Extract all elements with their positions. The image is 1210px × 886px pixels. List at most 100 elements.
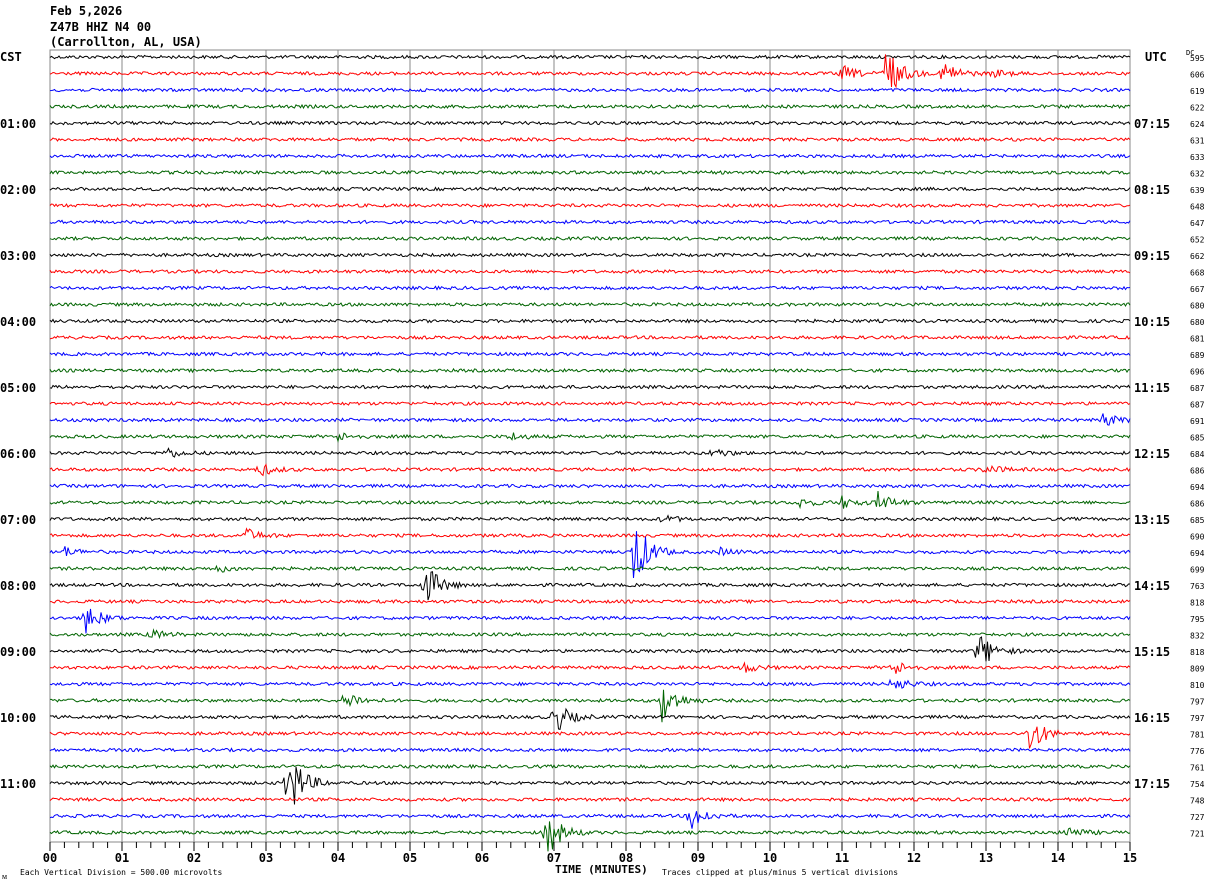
dc-offset-label: 690 <box>1190 533 1205 542</box>
x-tick-label: 08 <box>619 851 633 865</box>
seismic-trace <box>49 268 1131 275</box>
dc-offset-label: 763 <box>1190 582 1205 591</box>
seismic-trace <box>49 87 1131 93</box>
seismic-trace <box>49 367 1131 374</box>
seismic-trace <box>49 103 1131 110</box>
seismic-trace <box>49 766 1131 805</box>
dc-offset-label: 595 <box>1190 54 1205 63</box>
clip-note: Traces clipped at plus/minus 5 vertical … <box>662 868 899 877</box>
seismic-trace <box>49 678 1131 689</box>
dc-offset-label: 652 <box>1190 236 1205 245</box>
scale-note: Each Vertical Division = 500.00 microvol… <box>20 868 223 877</box>
dc-offset-label: 639 <box>1190 186 1205 195</box>
dc-offset-label: 727 <box>1190 813 1205 822</box>
dc-offset-label: 631 <box>1190 137 1205 146</box>
dc-offset-label: 662 <box>1190 252 1205 261</box>
location-label: (Carrollton, AL, USA) <box>50 35 202 49</box>
x-tick-label: 00 <box>43 851 57 865</box>
utc-hour-label: 12:15 <box>1134 447 1170 461</box>
seismic-trace <box>49 413 1131 426</box>
dc-offset-label: 809 <box>1190 665 1205 674</box>
dc-offset-label: 689 <box>1190 351 1205 360</box>
utc-hour-label: 10:15 <box>1134 315 1170 329</box>
cst-hour-label: 10:00 <box>0 711 36 725</box>
seismic-trace <box>49 564 1131 573</box>
date-label: Feb 5,2026 <box>50 4 123 18</box>
seismic-trace <box>49 384 1131 390</box>
seismic-trace <box>49 186 1131 192</box>
seismic-trace <box>49 351 1131 357</box>
dc-offset-label: 624 <box>1190 120 1205 129</box>
dc-offset-label: 648 <box>1190 203 1205 212</box>
seismic-trace <box>49 747 1131 753</box>
seismic-trace <box>49 400 1131 407</box>
dc-offset-label: 686 <box>1190 467 1205 476</box>
dc-offset-label: 681 <box>1190 335 1205 344</box>
dc-offset-label: 699 <box>1190 566 1205 575</box>
cst-hour-label: 02:00 <box>0 183 36 197</box>
cst-hour-label: 05:00 <box>0 381 36 395</box>
dc-offset-label: 818 <box>1190 648 1205 657</box>
seismic-trace <box>49 54 1131 89</box>
utc-hour-label: 11:15 <box>1134 381 1170 395</box>
x-tick-label: 12 <box>907 851 921 865</box>
dc-label: DC <box>1186 49 1195 57</box>
dc-offset-label: 795 <box>1190 615 1205 624</box>
utc-hour-label: 09:15 <box>1134 249 1170 263</box>
x-tick-label: 04 <box>331 851 345 865</box>
seismic-trace <box>49 219 1131 225</box>
dc-offset-label: 694 <box>1190 483 1205 492</box>
cst-hour-label: 04:00 <box>0 315 36 329</box>
dc-offset-label: 668 <box>1190 269 1205 278</box>
right-timezone: UTC <box>1145 50 1167 64</box>
seismic-trace <box>49 811 1131 829</box>
seismic-trace <box>49 527 1131 539</box>
seismic-trace <box>49 252 1131 258</box>
x-tick-label: 06 <box>475 851 489 865</box>
seismic-trace <box>49 726 1131 749</box>
x-axis-title: TIME (MINUTES) <box>555 863 648 876</box>
seismic-trace <box>49 483 1131 489</box>
dc-offset-label: 687 <box>1190 384 1205 393</box>
x-tick-label: 14 <box>1051 851 1065 865</box>
seismic-trace <box>49 432 1131 443</box>
seismic-trace <box>49 202 1131 209</box>
dc-offset-label: 691 <box>1190 417 1205 426</box>
seismic-trace <box>49 120 1131 126</box>
dc-offset-label: 619 <box>1190 87 1205 96</box>
cst-hour-label: 11:00 <box>0 777 36 791</box>
seismic-trace <box>49 707 1131 731</box>
x-tick-label: 01 <box>115 851 129 865</box>
seismic-trace <box>49 318 1131 324</box>
dc-offset-label: 685 <box>1190 516 1205 525</box>
seismic-trace <box>49 334 1131 341</box>
dc-offset-label: 832 <box>1190 632 1205 641</box>
seismic-trace <box>49 514 1131 523</box>
seismic-trace <box>49 301 1131 308</box>
dc-offset-label: 761 <box>1190 764 1205 773</box>
cst-hour-label: 07:00 <box>0 513 36 527</box>
seismic-trace <box>49 796 1131 803</box>
seismic-trace <box>49 285 1131 291</box>
dc-offset-label: 606 <box>1190 71 1205 80</box>
dc-offset-label: 797 <box>1190 698 1205 707</box>
dc-offset-label: 810 <box>1190 681 1205 690</box>
x-tick-label: 13 <box>979 851 993 865</box>
cst-hour-label: 06:00 <box>0 447 36 461</box>
seismic-trace <box>49 153 1131 159</box>
dc-offset-label: 684 <box>1190 450 1205 459</box>
utc-hour-label: 07:15 <box>1134 117 1170 131</box>
corner-mark: ᴍ <box>2 872 8 881</box>
station-label: Z47B HHZ N4 00 <box>50 20 152 34</box>
dc-offset-label: 686 <box>1190 500 1205 509</box>
seismic-trace <box>49 608 1131 634</box>
seismic-trace <box>49 636 1131 662</box>
cst-hour-label: 01:00 <box>0 117 36 131</box>
seismic-trace <box>50 689 1131 723</box>
dc-offset-label: 754 <box>1190 780 1205 789</box>
seismic-trace <box>50 661 1131 674</box>
utc-hour-label: 15:15 <box>1134 645 1170 659</box>
x-tick-label: 10 <box>763 851 777 865</box>
